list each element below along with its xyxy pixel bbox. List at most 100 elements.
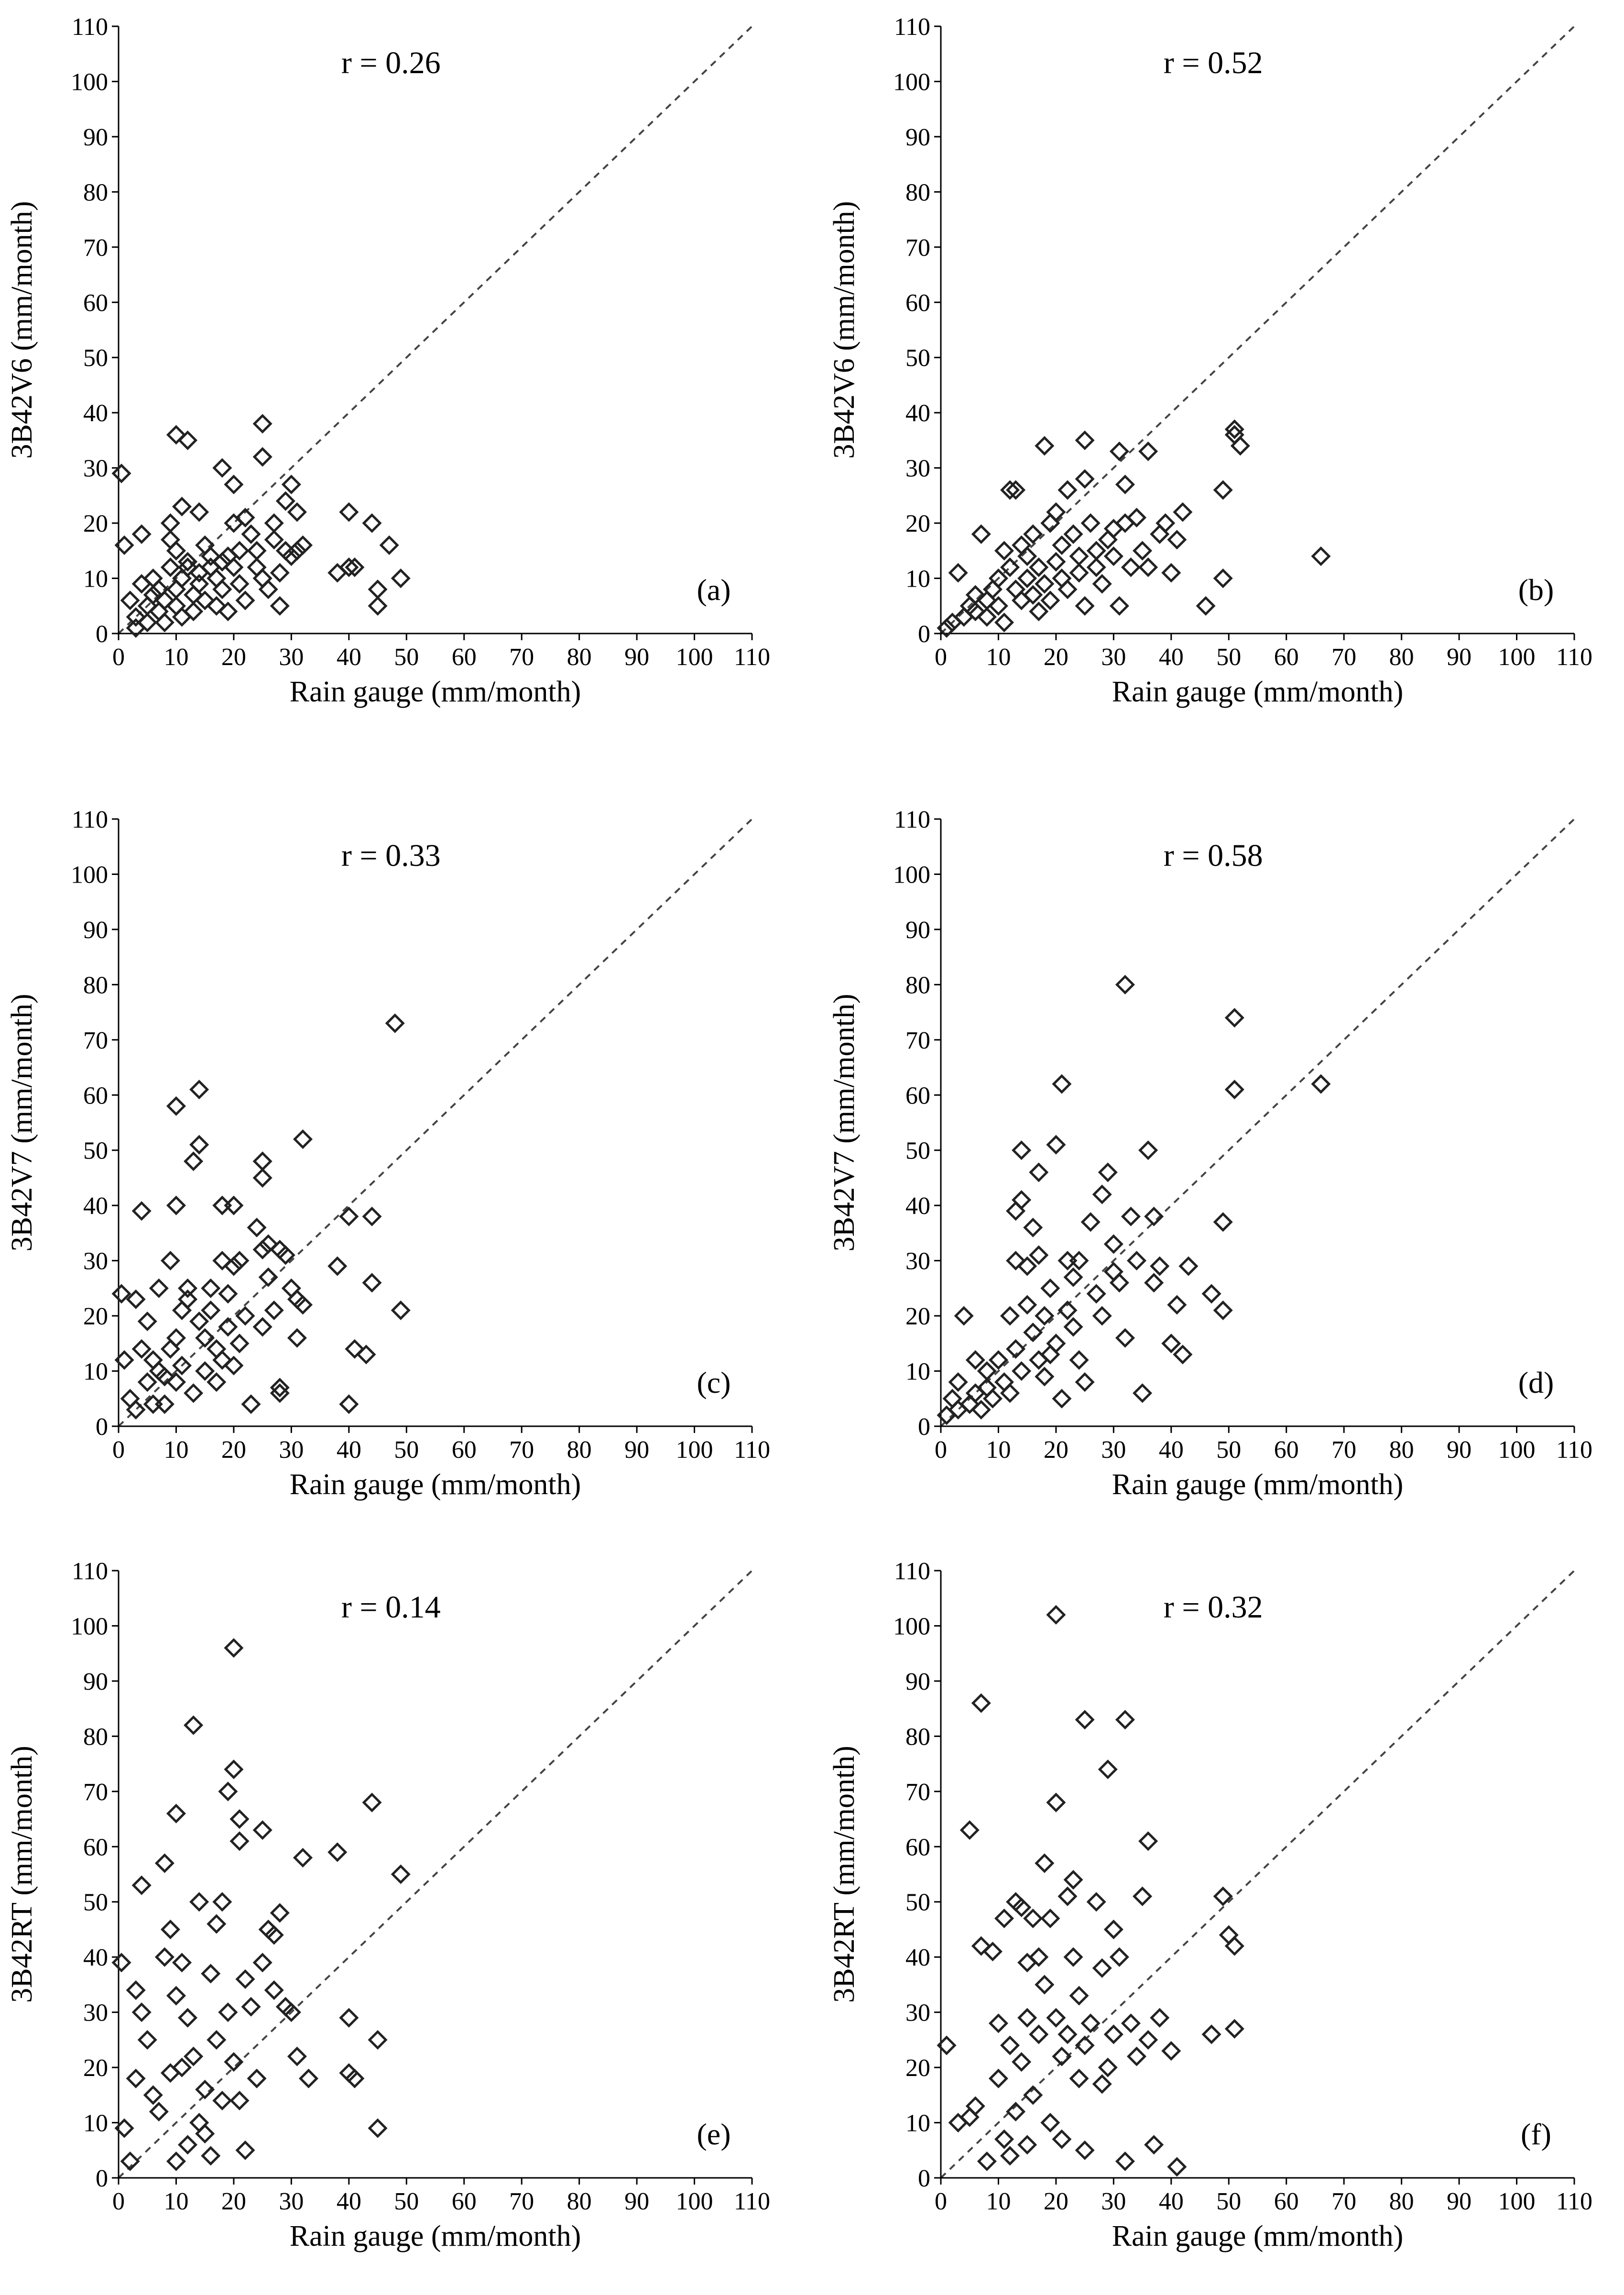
data-point (172, 1355, 192, 1376)
data-point (258, 1234, 278, 1254)
data-point (391, 568, 411, 589)
data-point (1057, 1886, 1078, 1906)
x-tick-label: 50 (394, 1436, 419, 1464)
data-point (293, 1129, 313, 1149)
y-tick-label: 90 (83, 124, 108, 151)
y-tick-label: 70 (905, 234, 930, 262)
data-point (1023, 2085, 1043, 2105)
data-point (1063, 1317, 1083, 1337)
data-point (1012, 1140, 1032, 1160)
data-point (252, 414, 272, 434)
x-tick-label: 30 (1101, 1436, 1126, 1464)
data-point (1138, 2030, 1158, 2050)
data-point (229, 2090, 250, 2110)
x-tick-label: 80 (1389, 644, 1414, 671)
data-point (258, 1919, 278, 1939)
data-point (114, 2118, 134, 2138)
data-point (1109, 1273, 1129, 1293)
data-point (258, 579, 278, 600)
x-tick-label: 60 (452, 2188, 477, 2215)
data-point (1063, 1870, 1083, 1890)
data-point (959, 2107, 980, 2127)
data-point (218, 1781, 238, 1802)
data-point (166, 1195, 186, 1215)
y-tick-label: 0 (96, 1413, 108, 1441)
x-tick-label: 70 (1331, 1436, 1356, 1464)
x-tick-label: 20 (221, 644, 246, 671)
data-point (1069, 1986, 1089, 2006)
data-point (1012, 1190, 1032, 1210)
data-point (1224, 1008, 1244, 1028)
data-point (1052, 1074, 1072, 1094)
data-point (252, 447, 272, 467)
y-tick-label: 70 (905, 1027, 930, 1054)
data-point (166, 1372, 186, 1392)
data-point (1133, 1383, 1153, 1403)
data-point (166, 579, 186, 600)
data-point (166, 2151, 186, 2171)
data-point (235, 508, 255, 528)
data-point (1046, 2008, 1066, 2028)
data-point (971, 1399, 991, 1420)
data-point (178, 2008, 198, 2028)
data-point (1069, 1350, 1089, 1370)
correlation-label: r = 0.52 (1164, 45, 1263, 80)
x-tick-label: 80 (1389, 1436, 1414, 1464)
y-axis-title: 3B42RT (mm/month) (6, 1746, 38, 2003)
data-point (207, 596, 227, 616)
data-point (1023, 524, 1043, 544)
x-tick-label: 20 (221, 2188, 246, 2215)
y-tick-label: 80 (905, 179, 930, 206)
data-point (1029, 557, 1049, 577)
data-point (1035, 1306, 1055, 1326)
data-point (1150, 2008, 1170, 2028)
data-point (212, 1350, 232, 1370)
data-point (345, 2068, 365, 2088)
y-tick-label: 10 (83, 566, 108, 593)
data-point (212, 552, 232, 572)
data-point (270, 1377, 290, 1398)
x-tick-label: 50 (394, 2188, 419, 2215)
data-point (264, 513, 284, 533)
data-point (172, 2057, 192, 2077)
data-point (1144, 1273, 1164, 1293)
data-point (994, 541, 1014, 561)
x-tick-label: 100 (1498, 1436, 1536, 1464)
one-to-one-line (940, 818, 1575, 1427)
data-point (1075, 469, 1095, 489)
x-axis-title: Rain gauge (mm/month) (1112, 1468, 1404, 1501)
data-point (1052, 1388, 1072, 1409)
data-point (252, 1953, 272, 1973)
scatter-panel-5: 00 10 10 20 20 30 30 40 40 50 50 60 60 70 70 80 80 90 90 10… (6, 1558, 770, 2252)
data-point (1000, 2146, 1020, 2166)
x-tick-label: 40 (1159, 2188, 1184, 2215)
data-point (1109, 1947, 1129, 1967)
data-point (379, 535, 399, 555)
x-tick-label: 0 (112, 1436, 125, 1464)
data-point (1086, 557, 1106, 577)
y-tick-label: 110 (894, 806, 930, 833)
data-point (293, 1295, 313, 1315)
data-point (1023, 1217, 1043, 1237)
data-point (172, 1953, 192, 1973)
data-point (948, 2113, 968, 2133)
data-point (1006, 1892, 1026, 1912)
data-point (1000, 557, 1020, 577)
data-point (160, 530, 180, 550)
x-tick-label: 50 (1216, 1436, 1241, 1464)
x-tick-label: 40 (337, 1436, 361, 1464)
x-axis-title: Rain gauge (mm/month) (290, 2220, 581, 2252)
x-tick-label: 10 (986, 2188, 1011, 2215)
data-point (1173, 502, 1193, 522)
x-tick-label: 40 (337, 644, 361, 671)
y-tick-label: 100 (893, 1613, 930, 1640)
data-point (1103, 519, 1123, 539)
x-tick-label: 30 (1101, 2188, 1126, 2215)
data-point (1161, 563, 1181, 583)
x-tick-label: 100 (676, 644, 713, 671)
data-point (166, 596, 186, 616)
x-tick-label: 110 (1556, 1436, 1592, 1464)
x-tick-label: 90 (1447, 1436, 1471, 1464)
x-tick-label: 100 (1498, 2188, 1536, 2215)
x-tick-label: 20 (221, 1436, 246, 1464)
